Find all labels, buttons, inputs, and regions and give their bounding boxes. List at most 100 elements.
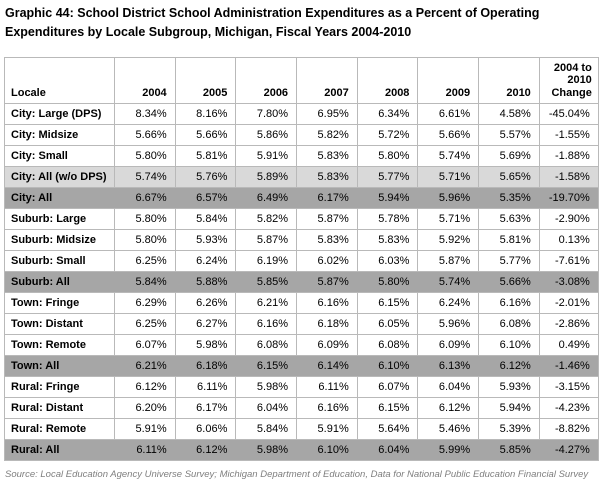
value-cell: 6.08% (478, 313, 540, 335)
value-cell: 6.57% (174, 187, 237, 209)
locale-cell: City: All (w/o DPS) (4, 166, 115, 188)
value-cell: 6.10% (296, 439, 358, 461)
value-cell: 5.66% (417, 124, 480, 146)
value-cell: 5.98% (174, 334, 237, 356)
expenditures-table: Locale 2004 2005 2006 2007 2008 2009 2010 2004 t… (4, 57, 599, 461)
value-cell: 6.16% (296, 292, 358, 314)
value-cell: 6.09% (296, 334, 358, 356)
value-cell: 6.21% (235, 292, 298, 314)
value-cell: 5.39% (478, 418, 540, 440)
locale-cell: Suburb: All (4, 271, 115, 293)
locale-cell: Suburb: Large (4, 208, 115, 230)
value-cell: 5.94% (356, 187, 419, 209)
column-header: 2004 (114, 57, 176, 104)
value-cell: 6.17% (174, 397, 237, 419)
value-cell: -3.08% (538, 271, 599, 293)
column-header: 2008 (356, 57, 419, 104)
table-row: Town: Remote 6.07% 5.98% 6.08% 6.09% 6.08% 6.0… (4, 334, 599, 356)
value-cell: 5.57% (478, 124, 540, 146)
value-cell: -7.61% (538, 250, 599, 272)
locale-cell: Rural: Fringe (4, 376, 115, 398)
locale-cell: City: All (4, 187, 115, 209)
value-cell: 6.12% (417, 397, 480, 419)
value-cell: 5.82% (235, 208, 298, 230)
value-cell: 6.11% (174, 376, 237, 398)
value-cell: 6.02% (296, 250, 358, 272)
value-cell: 6.49% (235, 187, 298, 209)
value-cell: 5.85% (478, 439, 540, 461)
value-cell: 6.05% (356, 313, 419, 335)
value-cell: 6.08% (235, 334, 298, 356)
table-row: Rural: All 6.11% 6.12% 5.98% 6.10% 6.04% 5.99%… (4, 439, 599, 461)
value-cell: 6.15% (235, 355, 298, 377)
locale-cell: Suburb: Small (4, 250, 115, 272)
value-cell: -19.70% (538, 187, 599, 209)
value-cell: 8.16% (174, 103, 237, 125)
table-row: Rural: Remote 5.91% 6.06% 5.84% 5.91% 5.64% 5.… (4, 418, 599, 440)
value-cell: 6.11% (114, 439, 176, 461)
value-cell: 5.72% (356, 124, 419, 146)
value-cell: -2.86% (538, 313, 599, 335)
value-cell: 5.93% (174, 229, 237, 251)
locale-cell: Suburb: Midsize (4, 229, 115, 251)
value-cell: 6.09% (417, 334, 480, 356)
value-cell: 6.12% (114, 376, 176, 398)
table-row: Town: All 6.21% 6.18% 6.15% 6.14% 6.10% 6.13% 6… (4, 355, 599, 377)
table-row: Suburb: Midsize 5.80% 5.93% 5.87% 5.83% 5.83%… (4, 229, 599, 251)
value-cell: 5.94% (478, 397, 540, 419)
value-cell: 5.76% (174, 166, 237, 188)
locale-cell: Town: Remote (4, 334, 115, 356)
value-cell: 5.93% (478, 376, 540, 398)
value-cell: 6.20% (114, 397, 176, 419)
value-cell: 5.82% (296, 124, 358, 146)
value-cell: 5.80% (114, 145, 176, 167)
value-cell: -3.15% (538, 376, 599, 398)
value-cell: 5.77% (356, 166, 419, 188)
value-cell: 5.96% (417, 313, 480, 335)
value-cell: 6.21% (114, 355, 176, 377)
value-cell: 5.80% (114, 208, 176, 230)
value-cell: 6.10% (478, 334, 540, 356)
column-header: 2004 to 2010 Change (538, 57, 599, 104)
value-cell: 5.46% (417, 418, 480, 440)
value-cell: -1.55% (538, 124, 599, 146)
graphic-title: Graphic 44: School District School Admin… (5, 6, 540, 39)
column-header: 2010 (478, 57, 540, 104)
value-cell: 5.87% (417, 250, 480, 272)
value-cell: 5.83% (296, 145, 358, 167)
value-cell: 6.08% (356, 334, 419, 356)
value-cell: 6.29% (114, 292, 176, 314)
value-cell: 6.16% (296, 397, 358, 419)
value-cell: 5.64% (356, 418, 419, 440)
value-cell: 6.04% (235, 397, 298, 419)
table-row: City: Small 5.80% 5.81% 5.91% 5.83% 5.80% 5.74… (4, 145, 599, 167)
value-cell: 6.03% (356, 250, 419, 272)
value-cell: 5.99% (417, 439, 480, 461)
column-header: 2009 (417, 57, 480, 104)
value-cell: 6.24% (174, 250, 237, 272)
value-cell: 6.12% (478, 355, 540, 377)
value-cell: 6.16% (478, 292, 540, 314)
value-cell: 6.04% (417, 376, 480, 398)
value-cell: 6.04% (356, 439, 419, 461)
table-row: City: All (w/o DPS) 5.74% 5.76% 5.89% 5.83% 5… (4, 166, 599, 188)
value-cell: 6.24% (417, 292, 480, 314)
value-cell: 7.80% (235, 103, 298, 125)
value-cell: 6.17% (296, 187, 358, 209)
table-row: Rural: Distant 6.20% 6.17% 6.04% 6.16% 6.15% 6… (4, 397, 599, 419)
value-cell: -2.90% (538, 208, 599, 230)
locale-cell: City: Large (DPS) (4, 103, 115, 125)
value-cell: 6.26% (174, 292, 237, 314)
value-cell: 5.66% (478, 271, 540, 293)
value-cell: 5.78% (356, 208, 419, 230)
value-cell: 5.66% (114, 124, 176, 146)
value-cell: -4.27% (538, 439, 599, 461)
value-cell: 4.58% (478, 103, 540, 125)
value-cell: 6.15% (356, 292, 419, 314)
value-cell: 5.71% (417, 208, 480, 230)
value-cell: 6.07% (356, 376, 419, 398)
value-cell: 5.91% (296, 418, 358, 440)
table-row: Suburb: Large 5.80% 5.84% 5.82% 5.87% 5.78% 5.… (4, 208, 599, 230)
value-cell: 6.10% (356, 355, 419, 377)
